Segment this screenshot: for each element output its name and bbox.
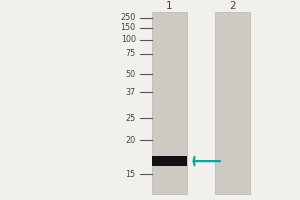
Text: 25: 25 — [125, 114, 136, 123]
Text: 100: 100 — [121, 35, 136, 44]
Bar — [215, 12, 250, 194]
Text: 1: 1 — [166, 1, 173, 11]
Text: 37: 37 — [126, 88, 136, 97]
Text: 20: 20 — [126, 136, 136, 145]
Text: 75: 75 — [125, 49, 136, 58]
Text: 150: 150 — [121, 23, 136, 32]
Text: 15: 15 — [126, 170, 136, 179]
Bar — [152, 12, 187, 194]
Text: 50: 50 — [126, 70, 136, 79]
Text: 250: 250 — [121, 13, 136, 22]
Bar — [152, 156, 187, 166]
Text: 2: 2 — [229, 1, 236, 11]
